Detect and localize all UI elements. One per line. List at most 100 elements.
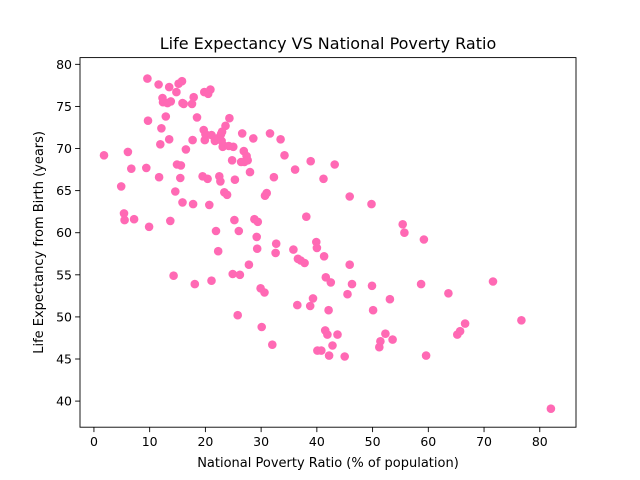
data-point-137 [385,294,395,304]
data-point-95 [268,340,277,350]
data-point-90 [257,322,267,332]
data-point-128 [345,192,355,201]
data-point-131 [367,199,376,209]
data-point-136 [381,329,390,339]
data-point-72 [230,175,240,184]
y-axis-ticks: 40 45 50 55 60 65 70 75 80 [56,57,80,409]
data-point-74 [234,226,244,236]
data-point-71 [230,215,239,225]
data-point-87 [252,244,262,253]
data-point-114 [317,346,326,355]
data-point-46 [203,174,212,184]
data-point-100 [280,151,289,160]
data-point-107 [302,212,311,221]
data-point-93 [262,188,272,198]
data-point-124 [330,160,340,169]
data-point-11 [154,80,163,89]
y-tick-label: 45 [56,352,72,367]
data-point-39 [190,279,200,289]
x-tick-label: 80 [532,434,548,449]
data-point-133 [368,305,378,315]
data-point-2 [119,209,129,218]
data-point-51 [207,276,216,286]
data-point-83 [245,167,255,177]
x-tick-label: 0 [90,434,98,449]
data-point-121 [324,351,334,360]
data-point-75 [235,270,245,280]
data-point-20 [164,82,174,92]
data-point-32 [178,198,187,207]
y-tick-label: 60 [56,225,72,240]
data-point-101 [289,245,298,254]
data-point-29 [176,161,186,170]
data-point-22 [166,97,176,106]
data-point-140 [400,228,409,237]
data-point-88 [253,217,263,227]
data-point-132 [367,281,377,291]
data-point-69 [228,269,237,279]
y-tick-label: 50 [56,309,72,324]
data-point-8 [143,74,152,83]
data-point-28 [176,173,185,183]
data-point-7 [142,163,151,173]
data-point-12 [154,172,164,182]
data-point-138 [388,335,397,344]
data-point-102 [290,165,300,174]
x-tick-label: 50 [365,434,381,449]
data-point-86 [252,232,261,242]
data-point-24 [171,187,180,196]
data-point-57 [216,177,225,186]
data-point-53 [211,226,221,236]
data-point-147 [460,319,470,328]
data-point-48 [205,200,214,210]
data-point-67 [225,113,234,123]
data-point-149 [517,316,526,325]
data-point-112 [312,243,322,253]
x-tick-label: 60 [420,434,436,449]
y-tick-label: 40 [56,394,72,409]
data-point-73 [233,310,242,320]
y-tick-label: 55 [56,267,72,282]
data-point-120 [324,305,333,315]
data-point-25 [172,87,181,97]
data-point-119 [323,330,332,339]
x-axis-label: National Poverty Ratio (% of population) [197,456,459,471]
data-point-21 [166,216,175,226]
data-point-142 [419,235,429,244]
x-axis-ticks: 0 10 20 30 40 50 60 70 80 [90,427,548,449]
data-point-125 [333,330,342,339]
data-point-123 [328,341,337,350]
data-point-129 [345,260,355,270]
data-point-70 [229,142,238,152]
data-point-23 [169,271,178,281]
y-tick-label: 80 [56,57,72,72]
y-tick-label: 70 [56,141,72,156]
data-point-122 [326,278,336,287]
data-point-5 [127,164,136,173]
data-point-98 [271,239,281,248]
data-point-116 [319,251,329,261]
data-point-141 [416,279,426,289]
data-point-33 [179,99,188,109]
data-point-37 [188,199,198,209]
data-point-97 [271,248,280,258]
data-point-38 [189,92,198,102]
data-point-14 [157,124,166,133]
data-point-135 [376,337,385,346]
data-point-130 [347,279,357,289]
x-tick-label: 40 [309,434,325,449]
x-tick-label: 30 [253,434,269,449]
x-tick-label: 20 [197,434,213,449]
data-point-103 [293,300,302,310]
y-tick-label: 65 [56,183,72,198]
data-point-81 [243,156,252,165]
x-tick-label: 70 [476,434,492,449]
data-point-96 [269,172,279,182]
data-point-106 [300,258,309,268]
data-point-108 [305,301,315,311]
data-point-34 [181,145,191,154]
data-point-94 [265,129,275,138]
data-point-30 [177,76,187,86]
data-point-1 [116,182,126,191]
data-point-13 [156,140,165,149]
